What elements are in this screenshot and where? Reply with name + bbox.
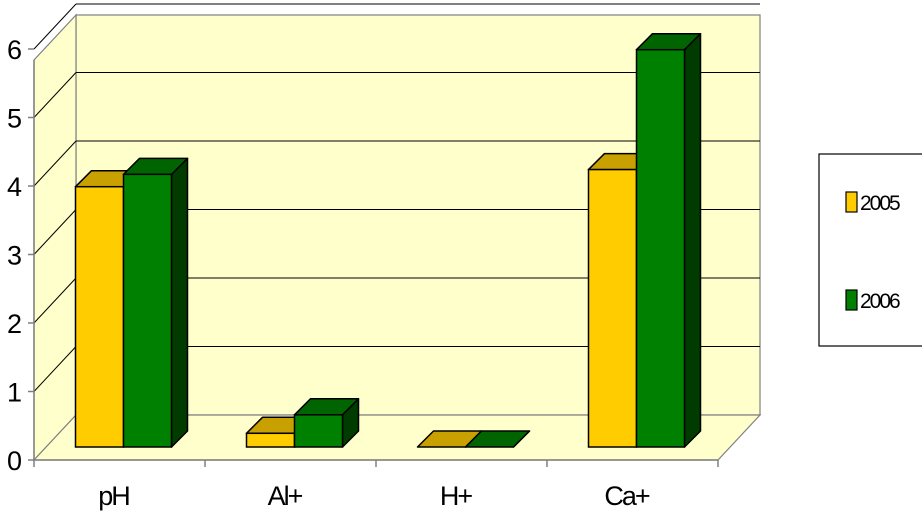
- y-tick-label: 4: [7, 172, 22, 202]
- bar-side: [683, 32, 702, 448]
- y-tick-label: 3: [7, 241, 21, 271]
- legend-swatch: [845, 289, 858, 311]
- side-wall: [33, 13, 77, 462]
- legend-swatch: [845, 191, 858, 213]
- legend-box: [818, 153, 922, 347]
- x-tick-label: Al+: [268, 481, 303, 511]
- x-tick-labels: pH Al+ H+ Ca+: [98, 481, 652, 511]
- gridline-side: [33, 72, 77, 118]
- bar-2006-pH: [122, 157, 189, 448]
- bar-2006-H+: [464, 430, 531, 448]
- bar-2006-Ca+: [635, 32, 702, 448]
- x-tick-label: Ca+: [604, 481, 650, 511]
- y-tick-labels: 0 1 2 3 4 5 6: [7, 35, 24, 476]
- y-tick-label: 2: [7, 309, 21, 339]
- legend-entry-2006: 2006: [845, 289, 902, 313]
- bar-front: [293, 414, 344, 448]
- bar-front: [587, 168, 638, 448]
- y-tick-label: 1: [7, 378, 21, 408]
- bar-2006-Al+: [293, 398, 360, 448]
- gridline-side: [33, 209, 77, 255]
- y-tick-label: 0: [7, 446, 21, 476]
- gridline-side: [33, 3, 77, 50]
- x-tick-label: pH: [98, 481, 129, 511]
- y-tick-label: 6: [7, 35, 21, 65]
- bars: [74, 32, 702, 448]
- legend-entry-2005: 2005: [845, 191, 902, 215]
- bar-side: [170, 157, 189, 448]
- x-tick-label: H+: [440, 481, 472, 511]
- gridline-side: [33, 140, 77, 187]
- bar-top: [464, 430, 531, 448]
- legend: 2005 2006: [818, 153, 922, 347]
- bar-front: [245, 432, 296, 448]
- y-tick-label: 5: [7, 104, 21, 134]
- bar-front: [122, 173, 173, 448]
- bar-front: [635, 48, 686, 448]
- bar-front: [74, 185, 125, 448]
- legend-label: 2005: [860, 192, 900, 215]
- legend-label: 2006: [860, 290, 900, 313]
- gridline-side: [33, 277, 77, 324]
- gridline-side: [33, 346, 77, 392]
- axes: [28, 48, 719, 467]
